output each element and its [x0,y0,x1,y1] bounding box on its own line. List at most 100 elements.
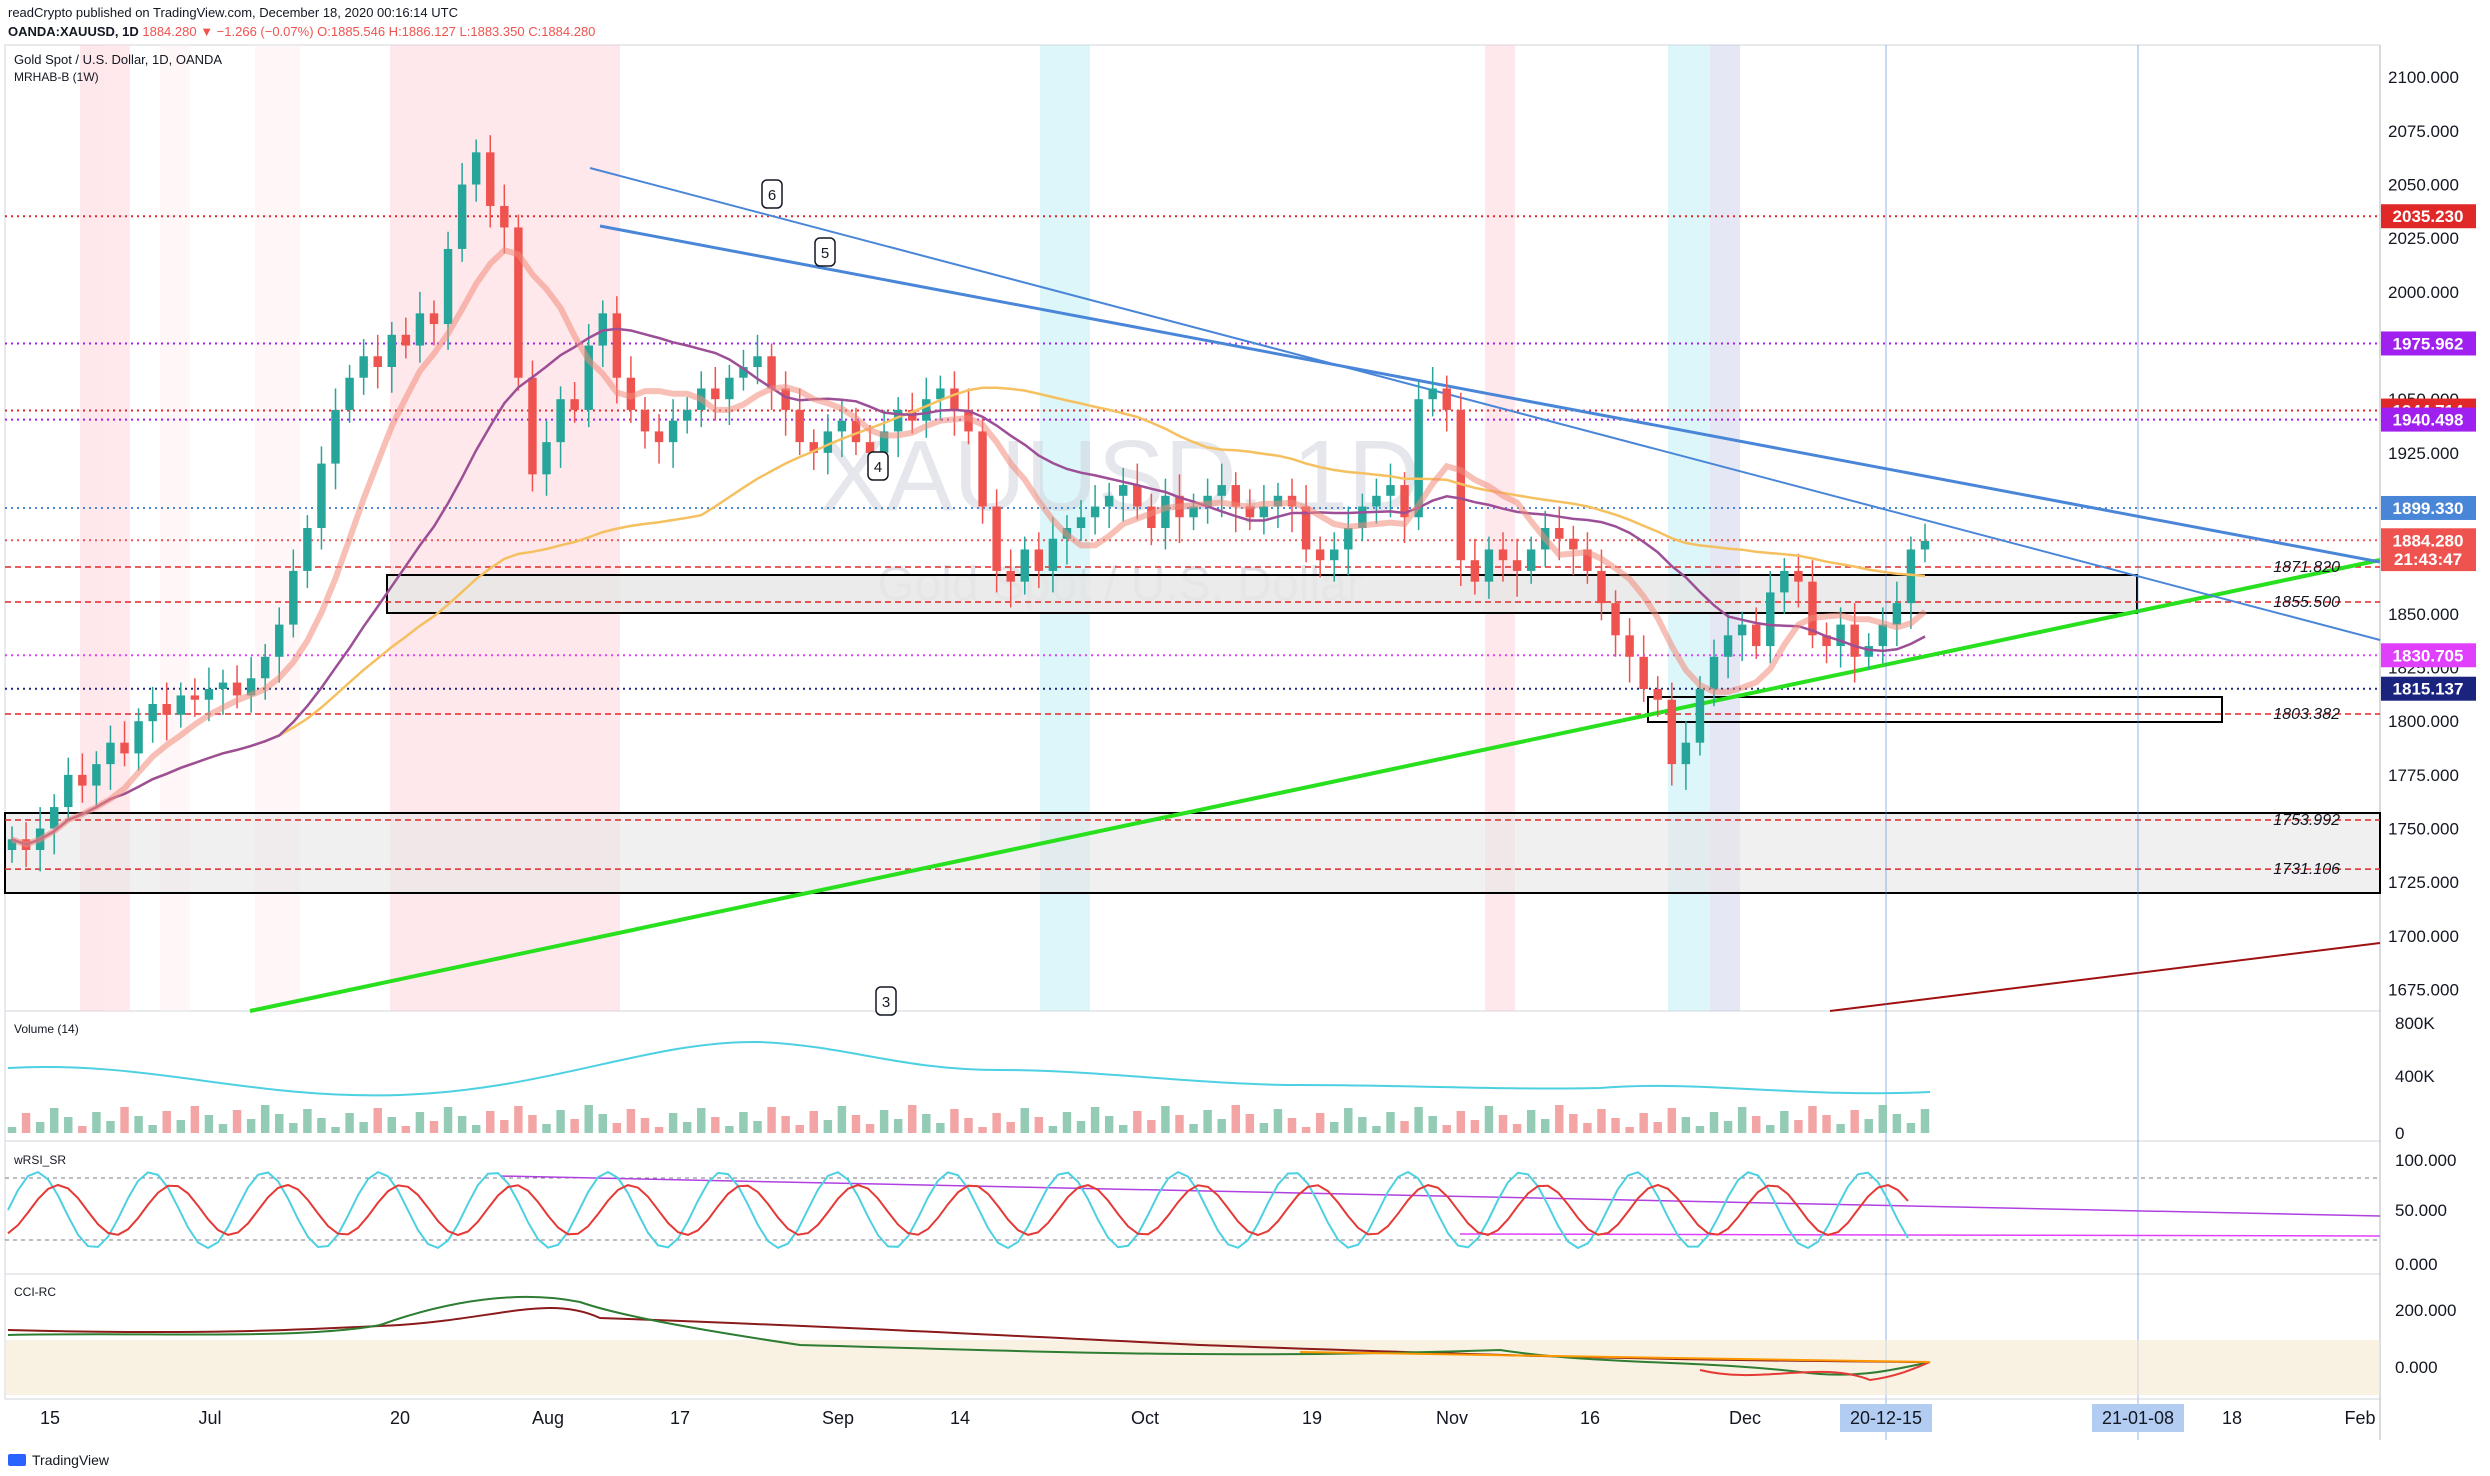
volume-bar [1625,1127,1634,1133]
candle [668,420,678,443]
volume-bar [1372,1126,1381,1133]
volume-bar [1723,1121,1733,1133]
y-tick-label: 1925.000 [2388,444,2459,463]
volume-bar [809,1111,818,1133]
volume-bar [1189,1124,1198,1133]
volume-bar [1583,1123,1592,1133]
volume-bar [1400,1121,1409,1133]
y-tick-label: 1850.000 [2388,605,2459,624]
candle [837,420,847,432]
candle [1653,689,1662,700]
volume-bar [570,1119,579,1133]
cci-down-line [1699,1361,1931,1382]
volume-tick-label: 0 [2395,1124,2404,1143]
ma-purple [11,327,1926,846]
range-box-lower [4,812,2381,894]
candle [711,388,720,400]
candle [49,807,59,829]
candle [1076,517,1086,528]
volume-bar [1203,1110,1212,1133]
range-box-small [1647,696,2223,723]
volume-bar [668,1113,678,1133]
volume-bar [1048,1126,1058,1133]
candle [232,682,242,696]
candle [1512,560,1522,571]
volume-bar [1287,1118,1297,1133]
level-label: 1871.820 [2273,559,2340,576]
price-tag-label: 1899.330 [2393,499,2464,518]
candle [1597,570,1606,604]
volume-bar [922,1114,931,1133]
candle [401,334,411,346]
price-tag [2381,407,2476,432]
candle [78,774,87,786]
candle [682,409,692,421]
wave-marker: 4 [867,451,889,481]
candle [640,409,650,432]
volume-bar [654,1127,664,1133]
symbol-label: OANDA:XAUUSD, 1D [8,24,139,39]
candle [978,431,987,507]
candle [134,721,143,754]
price-tag-label: 2035.230 [2393,207,2464,226]
candle [1920,540,1930,550]
volume-bar [992,1113,1001,1133]
candle [823,431,833,453]
trend-line-blue-main [599,224,2381,564]
volume-bar [1794,1120,1803,1133]
cci-tick-label: 200.000 [2395,1301,2456,1320]
x-tick-label: 14 [950,1408,970,1428]
wrsi-support-line [1459,1233,2381,1237]
candle [387,334,397,367]
candle [1133,485,1142,507]
candle [471,152,481,185]
candle [584,345,593,410]
volume-bar [134,1116,143,1133]
volume-bar [1695,1126,1705,1133]
volume-bar [1892,1114,1902,1133]
volume-bar [1864,1119,1873,1133]
x-tick-label: 16 [1580,1408,1600,1428]
volume-bar [1217,1119,1226,1133]
volume-bar [1681,1117,1691,1133]
volume-bar [851,1115,861,1133]
level-label: 1731.106 [2273,861,2340,878]
wave-label: 5 [821,245,829,262]
volume-bar [837,1106,847,1133]
volume-bar [1386,1112,1395,1133]
level-label: 1753.992 [2273,812,2340,829]
volume-bar [1555,1105,1564,1133]
volume-bar [711,1117,720,1133]
volume-bar [92,1112,101,1133]
volume-bar [246,1119,256,1133]
volume-ma-line [7,1040,1931,1097]
x-tick-label: 17 [670,1408,690,1428]
main-indicator-label: MRHAB-B (1W) [14,70,99,84]
candle [654,431,664,443]
volume-bar [1104,1116,1114,1133]
volume-bar [1301,1127,1311,1133]
volume-bar [682,1122,692,1133]
candle [767,356,776,389]
wave-label: 3 [882,994,890,1011]
volume-bar [1639,1113,1648,1133]
volume-bar [162,1111,171,1133]
price-tag-label: 1815.137 [2393,680,2464,699]
candle [1414,399,1423,518]
x-tick-label: Nov [1436,1408,1468,1428]
volume-bar [260,1105,270,1133]
cci-zone [5,1340,2380,1395]
volume-bar [1161,1106,1170,1133]
candle [514,227,523,378]
volume-bar [1611,1118,1620,1133]
candle [1822,635,1831,647]
volume-bar [1090,1107,1100,1133]
candle [1301,506,1311,550]
candle [1794,570,1803,582]
candle [851,420,861,443]
candle [809,442,818,453]
volume-pane [4,1010,2381,1142]
ma-yellow [11,386,1926,846]
wrsi-label: wRSI_SR [13,1153,66,1167]
